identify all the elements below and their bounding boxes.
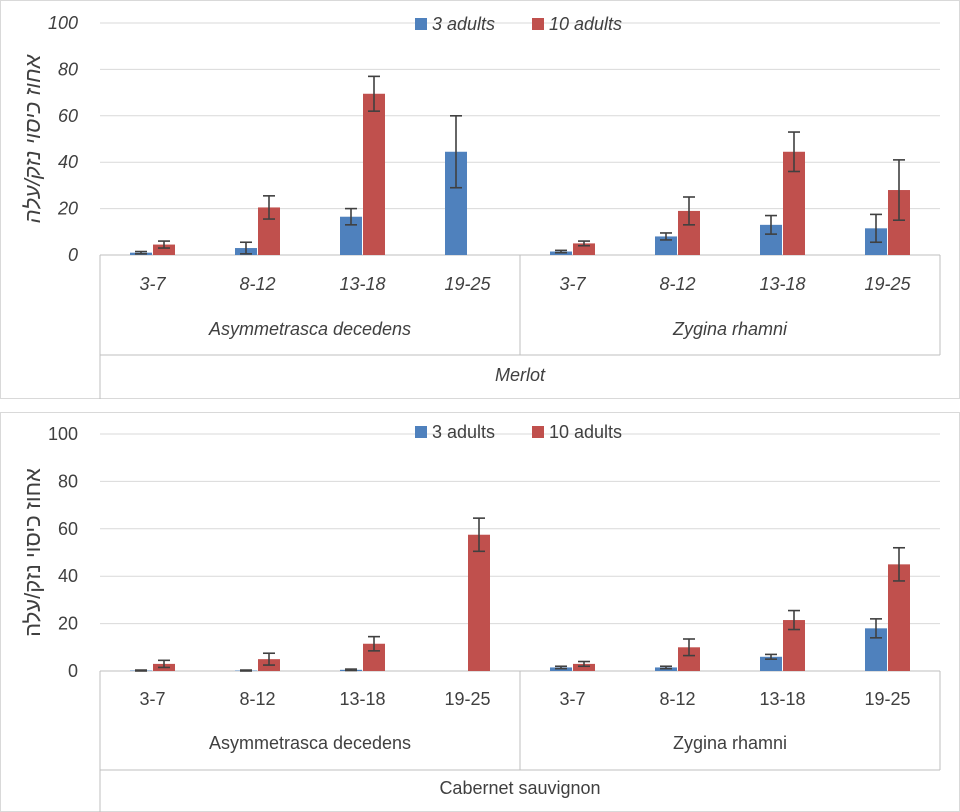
y-tick-label: 40 [58,152,78,172]
bar-10-adults [153,244,175,255]
y-tick-label: 100 [48,424,78,444]
y-tick-label: 20 [57,199,78,219]
legend-label: 3 adults [432,422,495,442]
x-tick-label: 13-18 [759,689,805,709]
bar-10-adults [573,243,595,255]
bar-3-adults [340,216,362,255]
outer-group-label: Cabernet sauvignon [439,778,600,798]
bar-10-adults [363,93,385,255]
bar-3-adults [760,656,782,671]
bar-10-adults [678,647,700,671]
x-tick-label: 8-12 [659,689,695,709]
y-tick-label: 20 [58,614,78,634]
x-tick-label: 3-7 [139,274,166,294]
y-tick-label: 60 [58,519,78,539]
legend-swatch [415,18,427,30]
x-tick-label: 19-25 [864,689,910,709]
y-axis-label: אחוז כיסוי נזק/עלה [20,468,45,637]
x-tick-label: 13-18 [339,689,385,709]
y-axis-label: אחוז כיסוי נזק/עלה [20,53,45,223]
x-tick-label: 8-12 [239,274,275,294]
x-tick-label: 3-7 [559,689,585,709]
bar-10-adults [678,210,700,255]
y-tick-label: 80 [58,59,78,79]
bar-3-adults [445,151,467,255]
y-tick-label: 0 [68,245,78,265]
x-tick-label: 13-18 [339,274,385,294]
bar-10-adults [573,663,595,671]
bar-10-adults [468,534,490,671]
outer-group-label: Merlot [495,365,546,385]
merlot-chart-panel: 0 20 40 60 80 100 אחוז כיסוי נזק/עלה 3-7 8-12 13-… [0,0,960,399]
bar-10-adults [888,190,910,255]
group-label: Asymmetrasca decedens [209,733,411,753]
y-tick-label: 100 [48,13,78,33]
legend-swatch [415,426,427,438]
cabernet-chart-panel: 0 20 40 60 80 100 אחוז כיסוי נזק/עלה 3-7 8-12 13-… [0,412,960,812]
y-tick-label: 60 [58,106,78,126]
x-tick-label: 19-25 [864,274,911,294]
x-tick-label: 19-25 [444,689,490,709]
x-tick-label: 13-18 [759,274,805,294]
y-tick-label: 80 [58,471,78,491]
bar-10-adults [888,564,910,671]
y-tick-label: 40 [58,566,78,586]
x-tick-label: 3-7 [559,274,586,294]
legend-swatch [532,426,544,438]
group-label: Zygina rhamni [672,319,788,339]
x-tick-label: 3-7 [139,689,165,709]
group-label: Asymmetrasca decedens [208,319,411,339]
legend-label: 10 adults [549,14,622,34]
legend-swatch [532,18,544,30]
group-label: Zygina rhamni [673,733,787,753]
cabernet-chart: 0 20 40 60 80 100 אחוז כיסוי נזק/עלה 3-7 8-12 13-… [0,412,960,812]
x-tick-label: 8-12 [659,274,695,294]
bar-3-adults [865,628,887,671]
bar-10-adults [783,151,805,255]
chart-border [0,0,960,399]
bar-3-adults [760,224,782,255]
x-tick-label: 8-12 [239,689,275,709]
legend-label: 3 adults [432,14,495,34]
legend-label: 10 adults [549,422,622,442]
bar-3-adults [655,236,677,255]
y-tick-label: 0 [68,661,78,681]
bar-10-adults [783,620,805,671]
x-tick-label: 19-25 [444,274,491,294]
